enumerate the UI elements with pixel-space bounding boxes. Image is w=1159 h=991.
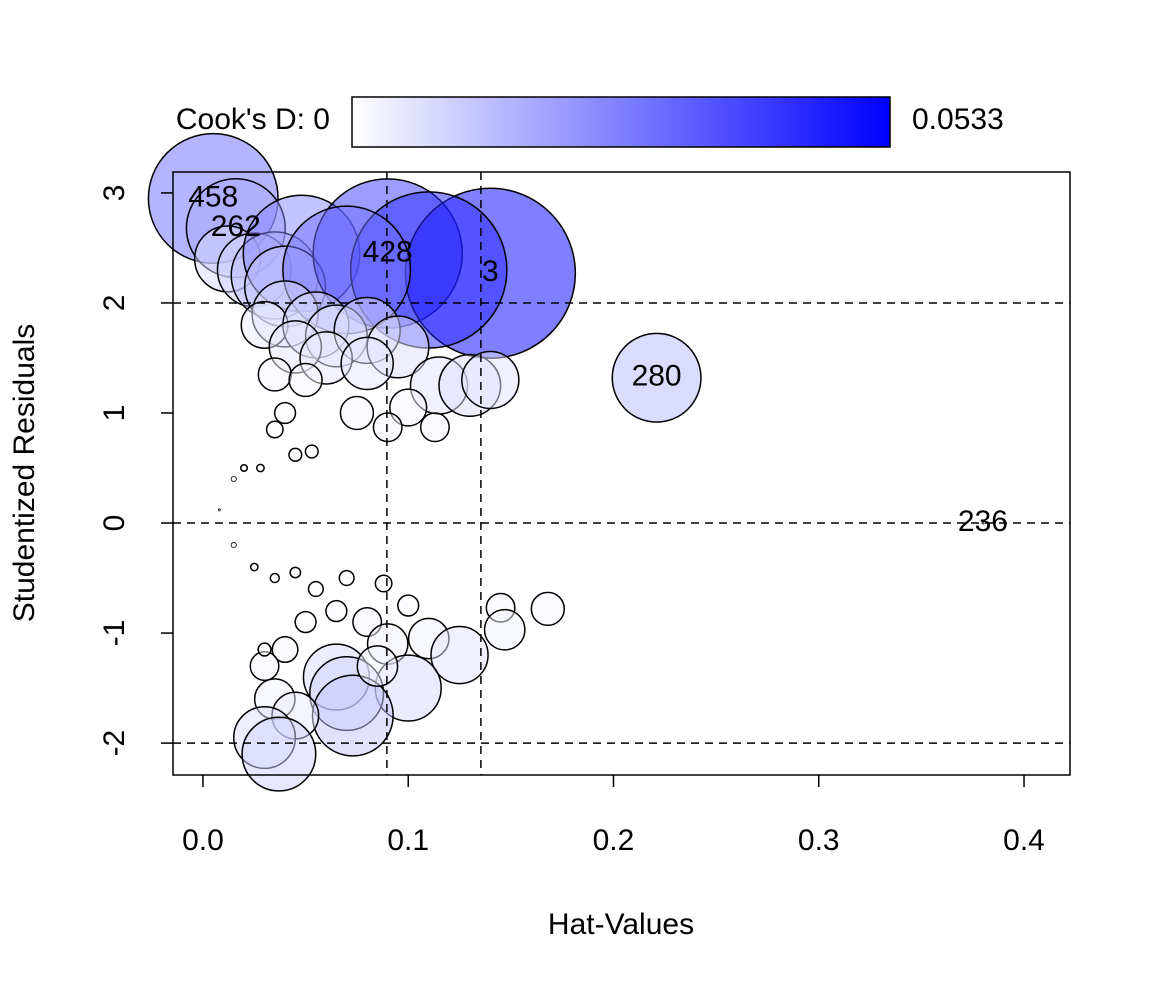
y-tick-label: 0 (98, 515, 131, 532)
bubble (288, 447, 303, 462)
x-tick-label: 0.1 (387, 824, 429, 857)
bubble (271, 636, 299, 664)
bubble (294, 610, 317, 634)
bubble (304, 444, 319, 459)
point-label: 280 (632, 360, 682, 393)
bubble (239, 463, 249, 473)
x-tick-label: 0.4 (1003, 824, 1045, 857)
bubble (419, 412, 450, 443)
point-label: 236 (958, 505, 1008, 538)
bubble (461, 350, 520, 410)
point-label: 458 (188, 180, 238, 213)
y-tick-label: 3 (98, 185, 131, 202)
bubble (981, 521, 985, 525)
bubble (288, 362, 323, 398)
y-tick-label: -1 (98, 620, 131, 647)
y-tick-label: 1 (98, 405, 131, 422)
bubble (325, 599, 348, 623)
plot-frame (172, 171, 1071, 776)
point-label: 428 (363, 235, 413, 268)
x-tick-label: 0.2 (593, 824, 635, 857)
bubble (265, 420, 284, 439)
x-tick-label: 0.0 (182, 824, 224, 857)
bubble (230, 542, 237, 549)
bubble (338, 569, 355, 587)
bubble (256, 463, 265, 473)
bubble (340, 336, 394, 391)
marks (147, 132, 985, 792)
colorbar-max-label: 0.0533 (912, 103, 1004, 136)
bubble (289, 566, 302, 579)
bubble (249, 562, 259, 572)
bubble (307, 580, 324, 598)
bubble (273, 401, 297, 425)
y-tick-label: -2 (98, 730, 131, 757)
bubble (372, 412, 403, 443)
bubble (257, 357, 293, 392)
bubble (230, 475, 237, 483)
bubble (611, 332, 702, 423)
bubble (483, 608, 526, 651)
bubble (257, 642, 272, 657)
bubble (339, 395, 375, 431)
bubble (530, 591, 566, 627)
point-label: 262 (211, 210, 261, 243)
bubble (356, 645, 399, 687)
colorbar-min-label: Cook's D: 0 (176, 103, 330, 136)
bubble (374, 574, 393, 593)
point-label: 3 (482, 255, 499, 288)
bubble (311, 674, 394, 757)
bubble (430, 625, 489, 685)
y-tick-label: 2 (98, 295, 131, 312)
bubble (217, 508, 221, 512)
bubble (397, 594, 420, 617)
bubble (241, 716, 317, 792)
bubble (269, 572, 281, 584)
y-axis-label: Studentized Residuals (8, 324, 41, 623)
x-axis-label: Hat-Values (548, 908, 694, 941)
x-tick-label: 0.3 (798, 824, 840, 857)
colorbar (351, 96, 891, 148)
bubble (389, 388, 428, 427)
